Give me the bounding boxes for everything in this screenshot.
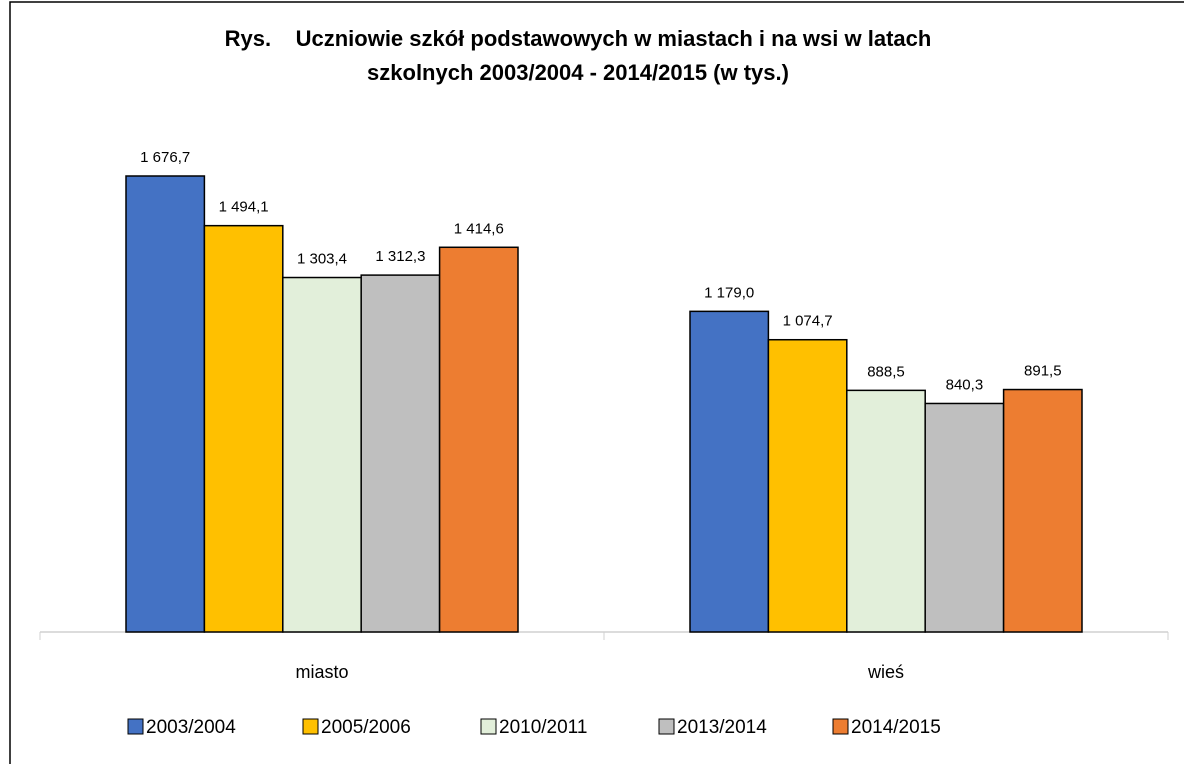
data-label: 1 303,4 <box>297 250 347 267</box>
bar <box>924 402 1005 633</box>
bar <box>282 276 362 633</box>
legend-swatch <box>127 718 144 735</box>
x-tick-label: miasto <box>295 662 348 682</box>
bar <box>360 274 441 633</box>
data-label: 1 494,1 <box>219 199 269 216</box>
data-label: 1 312,3 <box>375 248 425 265</box>
data-label: 1 179,0 <box>704 284 754 301</box>
legend-label: 2013/2014 <box>677 717 767 738</box>
legend-label: 2010/2011 <box>499 717 587 738</box>
data-label: 840,3 <box>946 376 984 393</box>
data-label: 1 074,7 <box>783 313 833 330</box>
legend-label: 2005/2006 <box>321 717 411 738</box>
chart-title: Rys. Uczniowie szkół podstawowych w mias… <box>225 26 932 51</box>
data-label: 1 676,7 <box>140 149 190 166</box>
legend-swatch <box>302 718 319 735</box>
x-tick-label: wieś <box>867 662 904 682</box>
data-label: 891,5 <box>1024 363 1062 380</box>
chart-title: szkolnych 2003/2004 - 2014/2015 (w tys.) <box>367 60 789 85</box>
legend-swatch <box>832 718 849 735</box>
legend-label: 2014/2015 <box>851 717 941 738</box>
legend-label: 2003/2004 <box>146 717 236 738</box>
bar <box>689 310 770 633</box>
bar <box>203 224 284 633</box>
legend-swatch <box>480 718 497 735</box>
data-label: 888,5 <box>867 363 905 380</box>
bar <box>846 389 926 633</box>
bar <box>438 246 519 633</box>
data-label: 1 414,6 <box>454 220 504 237</box>
bar <box>1002 388 1083 633</box>
bar <box>767 338 848 633</box>
legend-swatch <box>658 718 675 735</box>
frame <box>9 1 1184 764</box>
bar <box>125 175 206 633</box>
